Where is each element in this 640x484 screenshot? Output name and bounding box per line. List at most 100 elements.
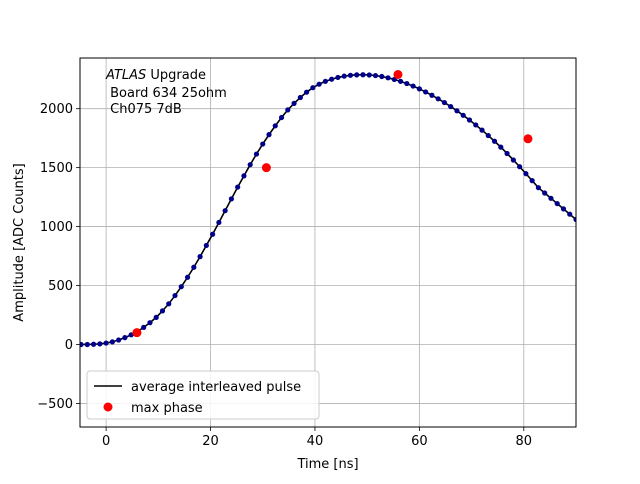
pulse-point — [479, 127, 485, 133]
pulse-point — [573, 216, 576, 223]
x-tick-label: 40 — [307, 434, 324, 449]
annotation-channel: Ch075 7dB — [106, 102, 182, 117]
pulse-point — [542, 190, 548, 196]
pulse-point — [247, 162, 253, 168]
pulse-point — [80, 341, 84, 348]
pulse-point — [360, 72, 366, 78]
pulse-point — [535, 185, 542, 191]
pulse-point — [128, 332, 134, 338]
pulse-point — [285, 107, 291, 113]
y-tick-label: −500 — [37, 397, 73, 412]
pulse-point — [310, 85, 316, 91]
pulse-point — [347, 72, 354, 78]
pulse-point — [329, 76, 335, 82]
y-tick-label: 0 — [65, 338, 73, 353]
x-tick-label: 0 — [102, 434, 110, 449]
pulse-point — [466, 117, 473, 123]
pulse-point — [498, 144, 504, 150]
pulse-point — [141, 324, 147, 330]
pulse-point — [253, 151, 260, 157]
pulse-point — [159, 308, 166, 314]
legend-label-max-phase: max phase — [131, 401, 203, 416]
max-phase-point — [393, 70, 403, 80]
plot-frame — [79, 57, 577, 428]
x-tick-label: 20 — [202, 434, 219, 449]
legend-box — [86, 370, 320, 420]
pulse-point — [97, 341, 103, 347]
x-tick-label: 80 — [516, 434, 533, 449]
pulse-point — [567, 211, 573, 217]
pulse-point — [178, 284, 184, 290]
pulse-point — [184, 274, 191, 280]
max-phase-point — [261, 163, 271, 173]
y-tick-label: 1000 — [40, 220, 73, 235]
pulse-point — [197, 254, 203, 260]
pulse-point — [548, 195, 554, 201]
pulse-point — [529, 178, 535, 184]
pulse-points — [80, 72, 576, 348]
pulse-point — [297, 94, 303, 101]
axis-ticks: 0 20 40 60 80 −500 0 500 1000 1500 2000 — [37, 102, 532, 449]
pulse-point — [291, 100, 297, 106]
x-tick-label: 60 — [411, 434, 428, 449]
pulse-point — [366, 72, 372, 78]
legend: average interleaved pulse max phase — [86, 370, 320, 420]
y-tick-label: 500 — [48, 279, 73, 294]
pulse-point — [90, 341, 97, 347]
pulse-point — [172, 292, 178, 299]
pulse-point — [441, 99, 448, 106]
pulse-point — [109, 339, 115, 345]
pulse-point — [410, 83, 416, 89]
annotation-board: Board 634 25ohm — [106, 86, 227, 101]
y-tick-label: 2000 — [40, 102, 73, 117]
pulse-point — [485, 132, 491, 139]
pulse-point — [260, 141, 266, 147]
annotation-upgrade: Upgrade — [146, 68, 206, 83]
pulse-point — [241, 173, 247, 179]
pulse-point — [266, 132, 272, 138]
pulse-point — [272, 123, 278, 129]
svg-text:ATLAS Upgrade: ATLAS Upgrade — [105, 68, 206, 83]
pulse-point — [560, 206, 567, 212]
y-tick-label: 1500 — [40, 161, 73, 176]
pulse-point — [122, 335, 128, 341]
pulse-point — [491, 138, 498, 144]
pulse-point — [316, 81, 322, 87]
annotation-atlas: ATLAS — [105, 68, 146, 83]
legend-dot-icon — [103, 402, 113, 412]
pulse-point — [210, 231, 216, 237]
pulse-point — [523, 171, 529, 177]
pulse-point — [454, 108, 460, 114]
pulse-point — [116, 337, 122, 343]
pulse-point — [216, 219, 222, 226]
pulse-point — [473, 122, 479, 128]
legend-label-pulse: average interleaved pulse — [131, 380, 301, 395]
pulse-point — [517, 164, 523, 170]
pulse-point — [222, 208, 228, 214]
pulse-point — [322, 78, 328, 84]
pulse-point — [228, 196, 235, 202]
pulse-point — [435, 96, 441, 102]
pulse-point — [166, 301, 172, 307]
pulse-point — [341, 73, 347, 79]
x-axis-label: Time [ns] — [296, 457, 358, 472]
pulse-point — [103, 340, 109, 346]
pulse-point — [191, 264, 197, 270]
pulse-point — [147, 320, 153, 326]
pulse-point — [303, 89, 310, 95]
pulse-point — [448, 103, 454, 110]
y-axis-label: Amplitude [ADC Counts] — [12, 163, 27, 321]
atlas-annotation: ATLAS Upgrade Board 634 25ohm Ch075 7dB — [105, 68, 227, 117]
pulse-point — [335, 74, 341, 81]
grid-lines — [80, 58, 576, 427]
pulse-point — [372, 72, 379, 79]
max-phase-points — [132, 70, 533, 338]
pulse-point — [423, 89, 429, 95]
pulse-point — [504, 150, 510, 157]
pulse-point — [510, 157, 516, 163]
pulse-point — [235, 184, 241, 190]
pulse-point — [460, 112, 466, 118]
pulse-point — [203, 242, 209, 249]
